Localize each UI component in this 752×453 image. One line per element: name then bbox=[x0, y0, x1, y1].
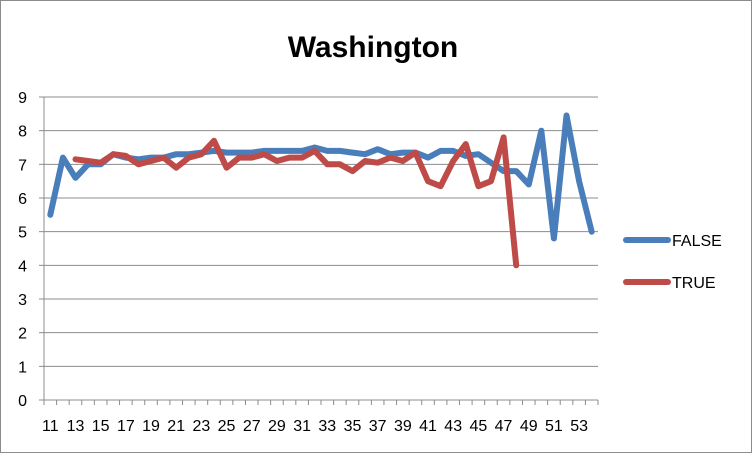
x-tick-label: 21 bbox=[167, 418, 185, 435]
x-tick-label: 35 bbox=[344, 418, 362, 435]
y-tick-labels: 0 1 2 3 4 5 6 7 8 9 bbox=[18, 90, 27, 410]
y-tick-label: 8 bbox=[18, 124, 27, 141]
x-tick-label: 43 bbox=[444, 418, 462, 435]
x-tick-label: 53 bbox=[570, 418, 588, 435]
series-lines bbox=[47, 112, 595, 269]
legend-label-false: FALSE bbox=[672, 233, 722, 250]
y-tick-label: 5 bbox=[18, 225, 27, 242]
chart-title: Washington bbox=[288, 31, 459, 64]
legend-label-true: TRUE bbox=[672, 275, 716, 292]
y-tick-label: 0 bbox=[18, 393, 27, 410]
x-tick-label: 31 bbox=[293, 418, 311, 435]
x-tick-label: 45 bbox=[469, 418, 487, 435]
legend: FALSE TRUE bbox=[623, 233, 722, 292]
x-tick-label: 19 bbox=[142, 418, 160, 435]
x-tick-label: 17 bbox=[117, 418, 135, 435]
x-tick-label: 13 bbox=[67, 418, 85, 435]
y-tick-label: 6 bbox=[18, 191, 27, 208]
x-tick-label: 29 bbox=[268, 418, 286, 435]
x-tick-label: 51 bbox=[545, 418, 563, 435]
y-tick-label: 1 bbox=[18, 359, 27, 376]
x-tick-label: 37 bbox=[369, 418, 387, 435]
x-tick-label: 49 bbox=[520, 418, 538, 435]
y-tick-label: 9 bbox=[18, 90, 27, 107]
y-tick-label: 4 bbox=[18, 258, 27, 275]
x-tick-label: 39 bbox=[394, 418, 412, 435]
x-tick-label: 41 bbox=[419, 418, 437, 435]
y-tick-label: 7 bbox=[18, 157, 27, 174]
x-tick-label: 23 bbox=[192, 418, 210, 435]
series-line-false bbox=[47, 112, 595, 242]
x-tick-labels: 11 13 15 17 19 21 23 25 27 29 31 33 35 37 39 41 43 45 47 49… bbox=[42, 418, 588, 435]
y-tick-label: 3 bbox=[18, 292, 27, 309]
x-tick-label: 25 bbox=[218, 418, 236, 435]
x-tick-label: 33 bbox=[318, 418, 336, 435]
series-line-true bbox=[72, 134, 520, 269]
x-tick-label: 15 bbox=[92, 418, 110, 435]
x-tick-label: 11 bbox=[42, 418, 59, 435]
x-tick-label: 27 bbox=[243, 418, 261, 435]
x-tick-label: 47 bbox=[495, 418, 513, 435]
axes bbox=[39, 96, 599, 405]
y-tick-label: 2 bbox=[18, 326, 27, 343]
